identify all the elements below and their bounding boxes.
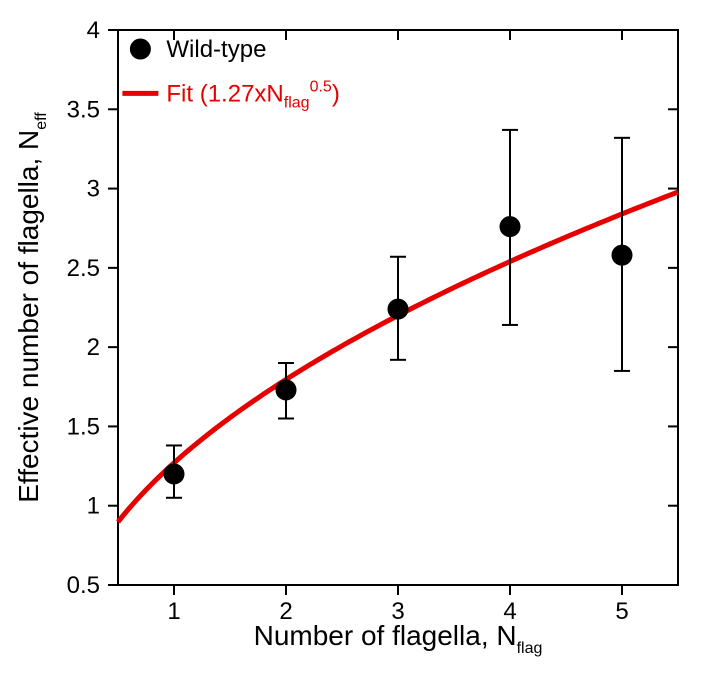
svg-text:3.5: 3.5 <box>67 96 100 123</box>
chart-svg: 1 2 3 4 5 0.5 1 1.5 2 2.5 3 3.5 4 Number of flagell… <box>0 0 725 680</box>
legend-fit-label: Fit (1.27xNflag0.5) <box>166 78 339 111</box>
svg-text:3: 3 <box>87 176 100 203</box>
legend-wild-type-label: Wild-type <box>166 36 266 63</box>
svg-text:0.5: 0.5 <box>67 572 100 599</box>
svg-text:1: 1 <box>167 598 180 625</box>
svg-text:2.5: 2.5 <box>67 255 100 282</box>
svg-text:2: 2 <box>87 334 100 361</box>
svg-text:1: 1 <box>87 493 100 520</box>
svg-text:4: 4 <box>87 17 100 44</box>
x-axis-title: Number of flagella, Nflag <box>254 620 543 657</box>
svg-text:5: 5 <box>615 598 628 625</box>
legend: Wild-type Fit (1.27xNflag0.5) <box>122 36 339 111</box>
y-axis-title: Effective number of flagella, Neff <box>13 112 50 503</box>
svg-text:1.5: 1.5 <box>67 413 100 440</box>
chart-container: 1 2 3 4 5 0.5 1 1.5 2 2.5 3 3.5 4 Number of flagell… <box>0 0 725 680</box>
y-ticks: 0.5 1 1.5 2 2.5 3 3.5 4 <box>67 17 678 599</box>
